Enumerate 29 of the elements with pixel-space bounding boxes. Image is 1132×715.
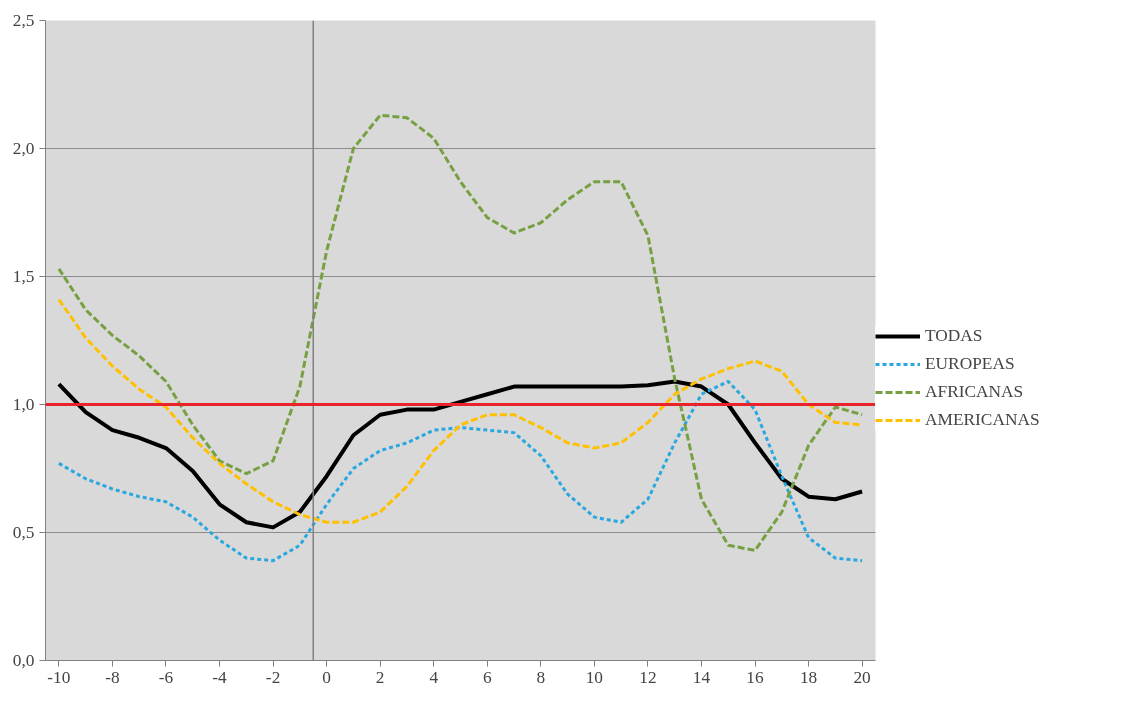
x-tick-label: 4 [429,667,439,687]
legend-label: AMERICANAS [925,410,1040,430]
y-tick-label: 1,0 [12,395,35,414]
x-tick-label: 12 [639,667,657,687]
legend-label: EUROPEAS [925,354,1015,374]
line-series [56,379,865,530]
x-tick-label: -8 [105,667,120,687]
line-series [57,113,864,552]
x-tick-label: 14 [692,667,711,687]
x-tick-label: 8 [536,667,546,687]
x-tick-label: 2 [375,667,385,687]
x-tick-label: 20 [853,667,871,687]
x-tick-label: 0 [322,667,331,687]
x-tick-label: 18 [799,667,818,687]
x-tick-label: -6 [158,667,174,687]
line-series [57,379,864,563]
y-tick-label: 0,0 [12,651,35,670]
x-tick-label: 10 [585,667,604,687]
x-tick-label: 6 [482,667,492,687]
y-tick-label: 0,5 [12,523,35,542]
legend-label: AFRICANAS [925,382,1024,402]
x-tick-label: -10 [47,667,71,687]
legend-label: TODAS [925,326,983,346]
y-tick-label: 2,0 [12,139,35,158]
y-tick-label: 1,5 [12,267,35,286]
x-tick-label: 16 [746,667,765,687]
x-tick-label: -2 [265,667,281,687]
x-tick-label: -4 [212,667,228,687]
y-tick-label: 2,5 [12,11,35,30]
